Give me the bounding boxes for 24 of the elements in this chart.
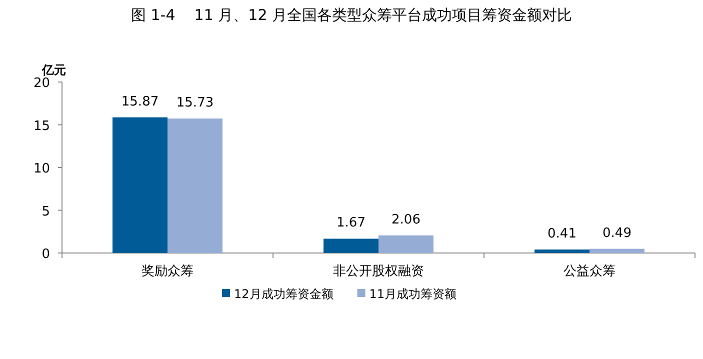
data-label: 2.06 xyxy=(392,212,420,228)
bar xyxy=(590,248,644,253)
bar xyxy=(168,118,222,253)
y-tick-label: 15 xyxy=(33,118,50,134)
x-tick-label: 公益众筹 xyxy=(564,264,616,279)
legend-label: 12月成功筹资金额 xyxy=(234,287,334,301)
legend-label: 11月成功筹资额 xyxy=(369,287,457,301)
chart-title: 图 1-4 11 月、12 月全国各类型众筹平台成功项目筹资金额对比 xyxy=(130,6,572,24)
bar xyxy=(378,235,434,253)
data-label: 0.49 xyxy=(602,226,632,241)
bar xyxy=(534,249,590,253)
x-tick-label: 非公开股权融资 xyxy=(333,264,424,279)
bar xyxy=(324,238,378,253)
data-label: 15.87 xyxy=(121,94,159,110)
y-tick-label: 5 xyxy=(42,204,50,220)
data-label: 0.41 xyxy=(548,226,576,242)
y-tick-label: 10 xyxy=(33,162,50,176)
bar xyxy=(112,117,168,253)
y-tick-label: 20 xyxy=(33,76,50,91)
y-tick-label: 0 xyxy=(42,247,50,262)
x-tick-label: 奖励众筹 xyxy=(142,264,194,279)
data-label: 15.73 xyxy=(176,96,214,111)
data-label: 1.67 xyxy=(336,216,366,231)
y-axis-title: 亿元 xyxy=(41,63,66,77)
